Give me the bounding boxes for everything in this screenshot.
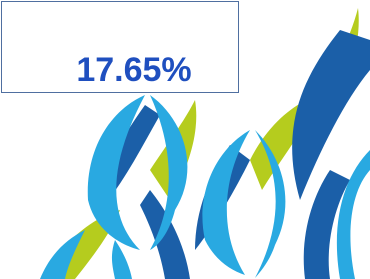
callout-box: 17.65% bbox=[1, 1, 239, 93]
page: 17.65% bbox=[0, 0, 370, 279]
light-ribbon bbox=[337, 150, 370, 279]
light-ribbon bbox=[202, 130, 250, 275]
callout-text: 17.65% bbox=[2, 50, 238, 90]
